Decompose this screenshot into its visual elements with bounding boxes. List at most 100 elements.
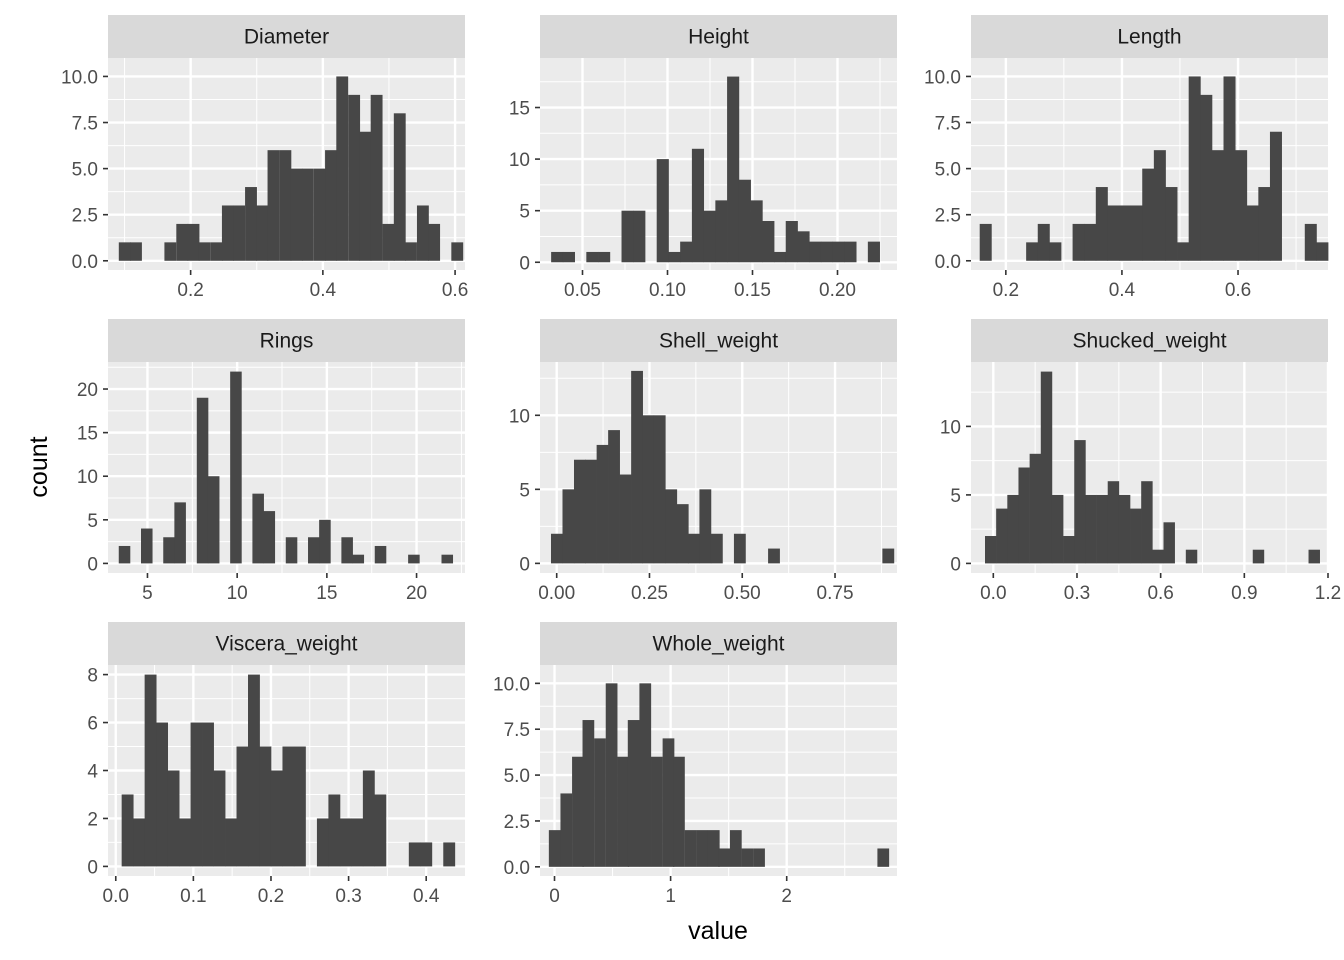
y-tick-label-viscera-weight: 0 (87, 857, 98, 878)
bar-height (551, 251, 564, 263)
x-tick-label-length: 0.6 (1225, 280, 1251, 301)
y-tick-label-viscera-weight: 2 (87, 809, 98, 830)
bar-diameter (130, 242, 142, 261)
bar-diameter (210, 242, 223, 261)
panel-rings: Rings 5 10 15 20 0 5 10 15 20 (77, 319, 465, 604)
panel-shell-weight: Shell_weight 0.00 0.25 0.50 0.75 0 5 10 (509, 319, 897, 604)
bar-whole-weight (651, 756, 663, 867)
bar-viscera-weight (121, 794, 134, 867)
bar-height (680, 241, 693, 263)
bar-whole-weight (696, 830, 709, 867)
bar-height (750, 200, 763, 263)
bar-height (727, 76, 740, 263)
bar-shell-weight (585, 459, 597, 564)
x-tick-label-height: 0.10 (649, 280, 686, 301)
bar-length (1026, 242, 1039, 261)
bar-height (633, 210, 646, 263)
strip-label-diameter: Diameter (244, 26, 329, 49)
bar-shucked-weight (1051, 494, 1064, 564)
bar-length (1095, 187, 1108, 261)
bar-length (1072, 223, 1085, 261)
bar-shell-weight (699, 489, 712, 564)
x-tick-label-diameter: 0.6 (442, 280, 468, 301)
bar-rings (374, 545, 387, 564)
bar-height (668, 251, 681, 263)
bar-viscera-weight (213, 770, 226, 867)
x-tick-label-shell-weight: 0.50 (724, 583, 761, 604)
bar-shucked-weight (1040, 371, 1053, 564)
bar-length (1211, 150, 1224, 261)
bar-viscera-weight (328, 794, 341, 867)
bar-diameter (393, 113, 406, 261)
y-tick-label-whole-weight: 7.5 (504, 720, 530, 741)
bar-viscera-weight (374, 794, 387, 867)
bar-shell-weight (619, 474, 632, 564)
bar-length (1200, 94, 1213, 261)
x-tick-label-height: 0.05 (564, 280, 601, 301)
panel-whole-weight: Whole_weight 0 1 2 0.0 2.5 5.0 7.5 10.0 (493, 622, 897, 907)
bar-shucked-weight (1308, 549, 1320, 564)
bar-rings (207, 476, 220, 564)
bar-diameter (187, 223, 200, 261)
bar-shucked-weight (1185, 549, 1198, 564)
x-tick-label-shucked-weight: 0.0 (980, 583, 1006, 604)
bar-diameter (290, 168, 303, 261)
bar-shucked-weight (1074, 440, 1086, 564)
bar-length (1107, 205, 1120, 261)
bar-viscera-weight (133, 818, 146, 867)
y-tick-label-diameter: 10.0 (61, 67, 98, 88)
x-tick-label-whole-weight: 0 (549, 886, 560, 907)
bar-viscera-weight (156, 722, 169, 867)
y-axis-title: count (25, 436, 53, 497)
y-tick-label-viscera-weight: 8 (87, 666, 98, 687)
bar-height (656, 159, 669, 263)
y-tick-label-rings: 0 (87, 554, 98, 575)
bar-rings (163, 537, 175, 564)
bar-shell-weight (665, 489, 678, 564)
bar-shell-weight (676, 504, 689, 564)
bar-diameter (256, 205, 269, 261)
strip-label-whole-weight: Whole_weight (653, 633, 785, 656)
panel-length: Length 0.2 0.4 0.6 0.0 2.5 5.0 7.5 10.0 (924, 15, 1329, 301)
bar-length (1188, 76, 1201, 261)
x-tick-label-shell-weight: 0.00 (538, 583, 575, 604)
bar-rings (408, 554, 420, 564)
strip-shucked-weight (971, 319, 1328, 362)
bar-shell-weight (710, 533, 723, 564)
bar-diameter (348, 94, 361, 261)
bar-shucked-weight (1107, 481, 1120, 564)
bar-viscera-weight (420, 842, 433, 867)
bar-viscera-weight (144, 674, 157, 867)
y-tick-label-whole-weight: 0.0 (504, 858, 530, 879)
strip-diameter (108, 15, 465, 58)
x-tick-label-diameter: 0.2 (177, 280, 203, 301)
bar-length (1269, 131, 1282, 261)
panel-viscera-weight: Viscera_weight 0.0 0.1 0.2 0.3 0.4 0 2 4 6 8 (87, 622, 465, 907)
strip-label-height: Height (688, 26, 749, 49)
bar-height (562, 251, 575, 263)
bar-whole-weight (594, 738, 606, 867)
bar-whole-weight (662, 738, 675, 867)
y-tick-label-shell-weight: 0 (519, 554, 530, 575)
bar-shell-weight (687, 533, 700, 564)
bar-shell-weight (573, 459, 586, 564)
bar-whole-weight (729, 830, 742, 867)
bar-whole-weight (560, 793, 573, 867)
x-tick-label-shucked-weight: 0.6 (1147, 583, 1173, 604)
x-tick-label-length: 0.4 (1109, 280, 1136, 301)
bar-whole-weight (877, 848, 890, 867)
bar-height (621, 210, 634, 263)
bar-shucked-weight (1130, 508, 1142, 564)
bar-shell-weight (653, 415, 666, 564)
bar-shell-weight (608, 430, 620, 564)
bar-rings (441, 554, 454, 564)
y-tick-label-rings: 15 (77, 424, 98, 445)
bar-height (820, 241, 834, 263)
bar-diameter (221, 205, 234, 261)
bar-shucked-weight (1029, 453, 1042, 564)
bar-viscera-weight (282, 746, 295, 867)
y-tick-label-viscera-weight: 4 (87, 762, 98, 783)
bar-whole-weight (718, 848, 731, 867)
bar-viscera-weight (236, 746, 249, 867)
bar-viscera-weight (443, 842, 456, 867)
